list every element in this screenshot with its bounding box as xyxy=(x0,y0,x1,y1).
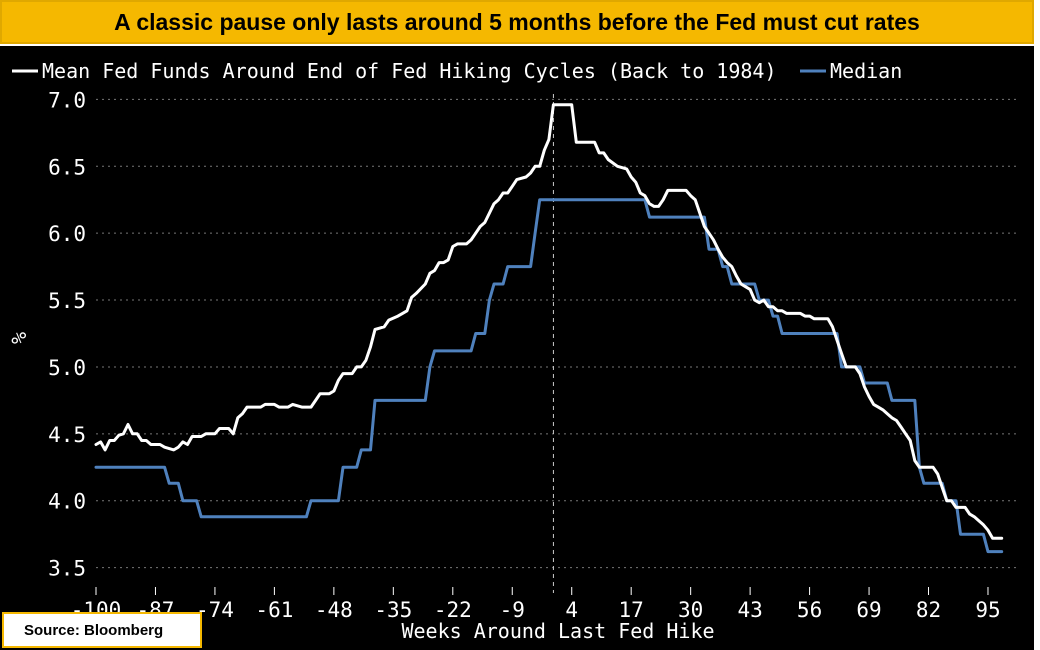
chart-panel: 3.5 4.0 4.5 5.0 5.5 6.0 6.5 7.0 -100 -87 -74 -61 -4… xyxy=(0,46,1034,650)
y-tick-label: 7.0 xyxy=(48,88,86,112)
y-tick-label: 4.0 xyxy=(48,490,86,514)
x-axis-title: Weeks Around Last Fed Hike xyxy=(401,619,714,643)
gridlines xyxy=(96,98,1020,569)
x-tick-label: 82 xyxy=(916,598,941,622)
y-tick-label: 6.5 xyxy=(48,155,86,179)
x-tick-label: -61 xyxy=(255,598,293,622)
x-tick-label: -22 xyxy=(434,598,472,622)
title-banner: A classic pause only lasts around 5 mont… xyxy=(0,0,1034,44)
x-tick-label: 69 xyxy=(856,598,881,622)
x-tick-label: -48 xyxy=(315,598,353,622)
x-tick-label: 56 xyxy=(797,598,822,622)
series-lines xyxy=(94,103,1004,554)
y-tick-label: 6.0 xyxy=(48,222,86,246)
x-tick-label: 17 xyxy=(619,598,644,622)
y-tick-label: 5.0 xyxy=(48,356,86,380)
series-line-median xyxy=(94,198,1004,554)
x-axis-ticks: -100 -87 -74 -61 -48 -35 -22 -9 4 17 30 43 56 69 82 95 xyxy=(71,587,1001,622)
x-tick-label: -9 xyxy=(500,598,525,622)
legend: Mean Fed Funds Around End of Fed Hiking … xyxy=(12,59,902,83)
x-tick-label: -74 xyxy=(196,598,234,622)
y-tick-label: 5.5 xyxy=(48,289,86,313)
y-tick-label: 4.5 xyxy=(48,423,86,447)
x-tick-label: -35 xyxy=(374,598,412,622)
series-line-mean xyxy=(94,103,1004,540)
x-tick-label: 43 xyxy=(737,598,762,622)
chart-headline: A classic pause only lasts around 5 mont… xyxy=(114,8,920,35)
legend-label-median: Median xyxy=(830,59,902,83)
source-label: Source: Bloomberg xyxy=(24,621,164,639)
line-chart: 3.54.04.55.05.56.06.57.0 -100 -87 -74 -61 -4… xyxy=(7,59,1020,643)
source-box: Source: Bloomberg xyxy=(2,612,202,648)
x-tick-label: 30 xyxy=(678,598,703,622)
y-tick-label: 3.5 xyxy=(48,557,86,581)
y-axis-ticks: 3.5 4.0 4.5 5.0 5.5 6.0 6.5 7.0 xyxy=(48,88,86,580)
y-axis-title: % xyxy=(7,332,31,344)
x-tick-label: 95 xyxy=(975,598,1000,622)
x-tick-label: 4 xyxy=(565,598,578,622)
legend-label-mean: Mean Fed Funds Around End of Fed Hiking … xyxy=(42,59,777,83)
